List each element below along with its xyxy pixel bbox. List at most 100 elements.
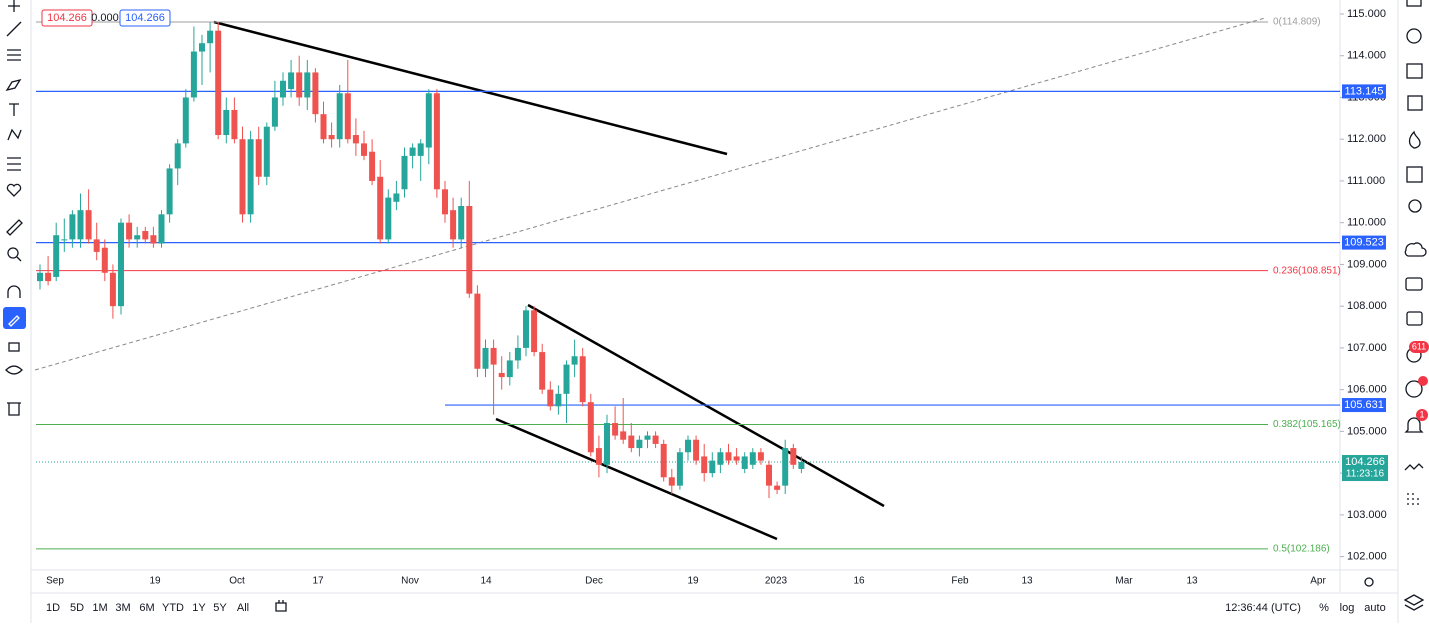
text-icon[interactable]	[9, 103, 19, 116]
range-button[interactable]: 3M	[115, 602, 130, 614]
lock-icon[interactable]	[8, 342, 20, 352]
candle-body	[612, 423, 619, 436]
x-tick-label: Feb	[951, 576, 969, 587]
bid-box[interactable]	[41, 9, 93, 27]
candle-body	[142, 231, 149, 240]
candle-body	[352, 135, 359, 144]
hotlists-icon[interactable]	[1408, 130, 1421, 149]
candle-body	[628, 435, 635, 449]
fib-trend-line[interactable]	[34, 17, 1266, 371]
channel-lower[interactable]	[495, 417, 778, 541]
trading-panel-icon[interactable]	[1404, 463, 1424, 471]
candle-body	[109, 272, 116, 307]
prediction-icon[interactable]	[7, 157, 21, 171]
badge	[1416, 409, 1428, 421]
ask-box[interactable]	[119, 9, 171, 27]
brush-icon[interactable]	[5, 78, 22, 92]
candle-body	[93, 239, 100, 252]
fib-label: 0.5(102.186)	[1273, 543, 1330, 554]
ask: 104.266	[125, 12, 165, 24]
pattern-icon[interactable]	[7, 128, 22, 141]
candle-body	[215, 30, 222, 136]
icons-icon[interactable]	[6, 183, 22, 197]
crosshair-icon[interactable]	[8, 0, 20, 12]
candle-body	[385, 197, 392, 240]
ideas-icon[interactable]	[1408, 199, 1422, 213]
candle-body	[709, 460, 716, 474]
trash-icon[interactable]	[7, 402, 21, 416]
fib-tool-icon[interactable]	[7, 49, 21, 61]
candle-body	[595, 448, 602, 465]
candle-body	[296, 72, 303, 98]
notifications-icon[interactable]	[1404, 417, 1424, 433]
x-tick-label: 19	[687, 576, 699, 587]
left-toolbar	[3, 0, 26, 416]
price-label-box	[1342, 398, 1386, 413]
candle-body	[174, 143, 181, 169]
replay-icon[interactable]	[1405, 380, 1423, 398]
dom-icon[interactable]	[1407, 493, 1419, 505]
price-label-box	[1342, 84, 1386, 99]
alerts-icon[interactable]	[1406, 28, 1422, 44]
y-tick-label: 110.000	[1347, 217, 1386, 229]
candle-body	[393, 193, 400, 202]
candle-body	[498, 372, 505, 378]
candle-body	[571, 356, 578, 365]
y-tick-label: 109.000	[1347, 258, 1387, 270]
line-tool-icon[interactable]	[6, 21, 22, 37]
candle-body	[37, 272, 43, 282]
messages-icon[interactable]	[1406, 311, 1423, 326]
candle-body	[450, 210, 457, 240]
candle-body	[757, 452, 764, 461]
auto-toggle[interactable]: auto	[1364, 602, 1385, 614]
hide-icon[interactable]	[5, 365, 23, 375]
candle-body	[53, 235, 60, 277]
ruler-icon[interactable]	[6, 219, 23, 236]
layers-icon[interactable]	[1403, 594, 1425, 611]
range-button[interactable]: 1D	[46, 602, 60, 614]
candle-body	[207, 30, 214, 44]
range-button[interactable]: 5D	[70, 602, 84, 614]
badge-count: 1	[1419, 409, 1424, 419]
notes-icon[interactable]	[1407, 95, 1423, 111]
candle-body	[725, 452, 732, 461]
x-tick-label: Mar	[1115, 576, 1133, 587]
zoom-icon[interactable]	[7, 247, 19, 259]
range-button[interactable]: 1M	[92, 602, 107, 614]
candle-body	[271, 97, 278, 127]
magnet-icon[interactable]	[7, 285, 21, 298]
candle-body	[458, 205, 465, 240]
watchlist-icon[interactable]	[1406, 0, 1422, 7]
y-tick-label: 111.000	[1347, 175, 1385, 187]
streams-icon[interactable]	[1404, 242, 1427, 257]
candle-body	[190, 51, 197, 98]
range-button[interactable]: YTD	[162, 602, 184, 614]
settings-icon[interactable]	[1364, 577, 1374, 587]
chats-icon[interactable]	[1405, 277, 1423, 291]
candle-body	[482, 347, 489, 369]
candle-body	[693, 439, 700, 461]
date-range-icon[interactable]	[275, 600, 287, 612]
candle-body	[442, 189, 448, 215]
y-tick-label: 115.000	[1347, 8, 1386, 20]
countdown: 11:23:16	[1346, 469, 1385, 480]
log-toggle[interactable]: log	[1340, 602, 1355, 614]
range-button[interactable]: 1Y	[192, 602, 206, 614]
candle-body	[547, 389, 554, 407]
candle-body	[604, 423, 610, 465]
percent-toggle[interactable]: %	[1319, 602, 1329, 614]
range-button[interactable]: All	[237, 602, 249, 614]
candle-body	[77, 210, 84, 240]
calendar-icon[interactable]	[1406, 166, 1423, 183]
candle-body	[579, 356, 586, 403]
range-button[interactable]: 6M	[139, 602, 154, 614]
candle-body	[312, 72, 319, 115]
y-tick-label: 112.000	[1347, 133, 1386, 145]
clock[interactable]: 12:36:44 (UTC)	[1225, 602, 1301, 614]
trend-line[interactable]	[213, 20, 728, 156]
y-tick-label: 103.000	[1347, 509, 1387, 521]
range-button[interactable]: 5Y	[213, 602, 227, 614]
news-icon[interactable]	[1406, 63, 1423, 79]
